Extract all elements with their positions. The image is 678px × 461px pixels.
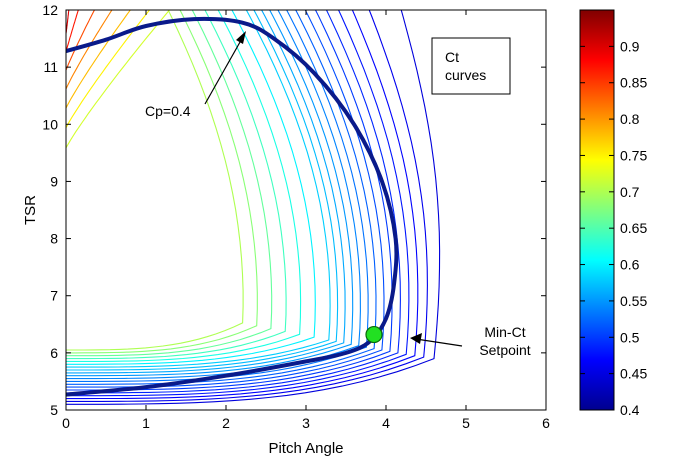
ct-contour-line	[66, 10, 339, 371]
y-tick-label: 12	[42, 2, 58, 18]
ct-contour-line	[66, 10, 354, 377]
ct-contour-line	[66, 10, 258, 354]
cp-arrowhead	[236, 31, 246, 44]
ct-contour-line	[66, 10, 361, 380]
ct-contour-line	[66, 10, 151, 129]
colorbar	[579, 9, 615, 411]
setpoint-arrowhead	[410, 333, 422, 344]
ct-contour-line	[66, 10, 428, 402]
cp-curve-group	[66, 16, 399, 397]
ct-contour-line	[66, 10, 302, 362]
y-tick-label: 9	[50, 173, 58, 189]
cp-arrow	[204, 34, 245, 105]
y-tick-label: 10	[42, 116, 58, 132]
x-tick-label: 2	[222, 415, 230, 431]
setpoint-marker	[365, 325, 383, 344]
ct-curves-label-line2: curves	[445, 67, 486, 83]
colorbar-tick-label: 0.55	[620, 293, 647, 309]
x-tick-label: 1	[142, 415, 150, 431]
colorbar-tick-label: 0.8	[620, 111, 640, 127]
colorbar-ticks: 0.4 0.45 0.5 0.55 0.6 0.65 0.7 0.75 0.8 0.85 0.9	[580, 38, 647, 418]
ct-contour-line	[66, 10, 287, 360]
x-tick-label: 6	[542, 415, 550, 431]
ct-contour-line	[66, 10, 79, 52]
colorbar-tick-label: 0.45	[620, 366, 647, 382]
x-tick-label: 5	[462, 415, 470, 431]
ct-contour-line	[66, 10, 96, 71]
ct-contour-line	[66, 10, 70, 34]
setpoint-arrow	[415, 338, 463, 347]
y-tick-label: 11	[43, 59, 58, 75]
ct-contour-line	[66, 10, 441, 405]
cp-curve-label: Cp=0.4	[145, 103, 191, 119]
ct-contour-line	[66, 10, 385, 388]
cp-curve-line	[66, 16, 399, 397]
ct-contour-line	[66, 10, 393, 391]
x-axis-label: Pitch Angle	[268, 440, 343, 457]
y-tick-label: 6	[50, 345, 58, 361]
ct-contour-line	[66, 10, 419, 400]
ct-contour-line	[66, 10, 369, 382]
x-tick-label: 3	[302, 415, 310, 431]
setpoint-label-line2: Setpoint	[479, 342, 530, 358]
ct-contour-line	[66, 10, 401, 394]
ct-curves-label-line1: Ct	[445, 49, 459, 65]
ct-contour-line	[66, 10, 113, 90]
ct-contour-line	[66, 10, 410, 397]
ct-contour-line	[66, 10, 273, 357]
colorbar-tick-label: 0.65	[620, 220, 647, 236]
ct-contour-line	[66, 10, 346, 374]
y-axis-label: TSR	[22, 195, 39, 225]
colorbar-tick-label: 0.9	[620, 38, 640, 54]
colorbar-tick-label: 0.85	[620, 75, 647, 91]
ct-contour-line	[66, 10, 331, 368]
colorbar-tick-label: 0.75	[620, 147, 647, 163]
colorbar-tick-label: 0.7	[620, 184, 640, 200]
setpoint-label-line1: Min-Ct	[484, 324, 525, 340]
y-tick-label: 7	[50, 288, 58, 304]
y-axis-ticks: 5 6 7 8 9 10 11 12	[42, 2, 546, 418]
ct-contour-line	[66, 10, 316, 365]
y-tick-label: 5	[50, 402, 58, 418]
colorbar-tick-label: 0.6	[620, 257, 640, 273]
y-tick-label: 8	[50, 231, 58, 247]
ct-curves-label-box: Ct curves	[431, 37, 511, 95]
x-tick-label: 0	[62, 415, 70, 431]
x-tick-label: 4	[382, 415, 390, 431]
colorbar-tick-label: 0.4	[620, 402, 640, 418]
colorbar-tick-label: 0.5	[620, 329, 640, 345]
x-axis-ticks: 0 1 2 3 4 5 6	[62, 10, 550, 431]
ct-contour-line	[66, 10, 244, 351]
ct-contour-line	[66, 10, 132, 109]
